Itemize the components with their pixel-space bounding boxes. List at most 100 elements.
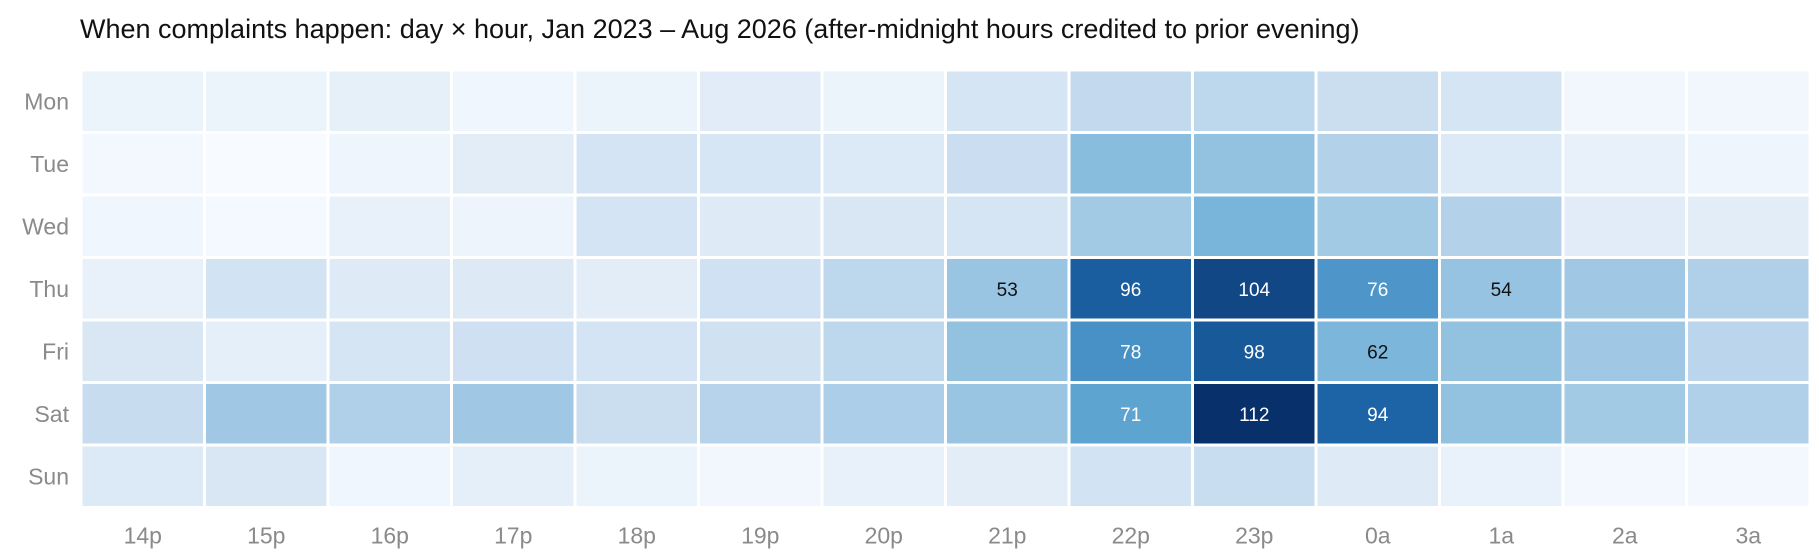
cell-value-label: 76 <box>1367 280 1388 301</box>
heatmap-cell <box>700 71 821 131</box>
heatmap-cell <box>947 196 1068 256</box>
x-tick-label: 19p <box>741 523 779 549</box>
heatmap-cell <box>823 384 944 444</box>
heatmap-cell <box>700 134 821 194</box>
heatmap-cell <box>576 259 697 319</box>
heatmap-cell <box>947 259 1068 319</box>
heatmap-cell <box>576 196 697 256</box>
heatmap-cell <box>576 134 697 194</box>
heatmap-cell <box>947 134 1068 194</box>
heatmap-cell <box>453 71 574 131</box>
heatmap-cell <box>1688 196 1809 256</box>
heatmap-cell <box>453 321 574 381</box>
heatmap-cell <box>1194 384 1315 444</box>
heatmap-cell <box>1688 446 1809 506</box>
cell-value-label: 98 <box>1244 342 1265 363</box>
x-tick-label: 2a <box>1612 523 1638 549</box>
heatmap-cell <box>1194 321 1315 381</box>
heatmap-cell <box>206 196 327 256</box>
heatmap-cell <box>82 134 203 194</box>
y-tick-label: Sat <box>34 401 69 427</box>
heatmap-cell <box>453 446 574 506</box>
heatmap-cell <box>206 134 327 194</box>
heatmap-cell <box>1194 259 1315 319</box>
heatmap-cell <box>329 134 450 194</box>
heatmap-cell <box>823 321 944 381</box>
cell-value-label: 112 <box>1239 405 1269 426</box>
heatmap-cell <box>453 259 574 319</box>
heatmap-cell <box>1317 71 1438 131</box>
heatmap-cell <box>1564 196 1685 256</box>
cell-value-label: 53 <box>997 280 1018 301</box>
heatmap-cell <box>1317 321 1438 381</box>
heatmap-cell <box>453 384 574 444</box>
heatmap-cell <box>82 384 203 444</box>
heatmap-cell <box>700 384 821 444</box>
y-tick-label: Thu <box>29 276 69 302</box>
heatmap-cell <box>453 134 574 194</box>
heatmap-cell <box>1317 134 1438 194</box>
y-tick-label: Sun <box>28 463 69 489</box>
cell-value-label: 71 <box>1120 405 1141 426</box>
heatmap-cell <box>1070 321 1191 381</box>
heatmap-cell <box>700 259 821 319</box>
heatmap-cell <box>1441 196 1562 256</box>
cell-value-label: 96 <box>1120 280 1141 301</box>
heatmap-cell <box>700 446 821 506</box>
heatmap-cell <box>576 384 697 444</box>
x-tick-label: 15p <box>247 523 285 549</box>
heatmap-cell <box>329 71 450 131</box>
heatmap-cell <box>206 259 327 319</box>
heatmap-cell <box>1317 446 1438 506</box>
heatmap-cell <box>82 259 203 319</box>
heatmap-cell <box>1688 259 1809 319</box>
heatmap-cell <box>453 196 574 256</box>
heatmap-cell <box>329 384 450 444</box>
y-tick-label: Fri <box>42 338 69 364</box>
x-tick-label: 1a <box>1488 523 1514 549</box>
heatmap-cell <box>576 321 697 381</box>
y-tick-label: Wed <box>22 213 69 239</box>
cell-value-label: 78 <box>1120 342 1141 363</box>
x-tick-label: 23p <box>1235 523 1273 549</box>
heatmap-cell <box>1441 71 1562 131</box>
heatmap-cell <box>1194 446 1315 506</box>
heatmap-cell <box>329 259 450 319</box>
heatmap-cell <box>1441 321 1562 381</box>
heatmap-cell <box>1688 321 1809 381</box>
heatmap-cell <box>823 446 944 506</box>
heatmap-cell <box>947 71 1068 131</box>
cell-value-label: 94 <box>1367 405 1389 426</box>
heatmap-cell <box>947 384 1068 444</box>
y-tick-label: Mon <box>24 88 69 114</box>
heatmap-cell <box>206 71 327 131</box>
x-tick-label: 0a <box>1365 523 1391 549</box>
heatmap-cell <box>329 446 450 506</box>
heatmap-cell <box>1070 446 1191 506</box>
heatmap-cell <box>1194 134 1315 194</box>
heatmap-cell <box>1317 196 1438 256</box>
heatmap-cell <box>1194 71 1315 131</box>
cell-value-label: 54 <box>1491 280 1513 301</box>
heatmap-cell <box>329 196 450 256</box>
heatmap-cell <box>823 196 944 256</box>
x-tick-label: 20p <box>865 523 903 549</box>
heatmap-cell <box>823 134 944 194</box>
heatmap-cell <box>823 71 944 131</box>
heatmap-cell <box>823 259 944 319</box>
heatmap-cell <box>1441 384 1562 444</box>
heatmap-cell <box>1194 196 1315 256</box>
heatmap-cell <box>1070 196 1191 256</box>
heatmap-cell <box>1317 384 1438 444</box>
heatmap-cell <box>1564 321 1685 381</box>
heatmap-cell <box>82 71 203 131</box>
heatmap-cell <box>1441 446 1562 506</box>
heatmap-cell <box>1688 134 1809 194</box>
heatmap-cell <box>82 196 203 256</box>
heatmap-cell <box>1070 71 1191 131</box>
heatmap-cell <box>700 196 821 256</box>
heatmap-cell <box>1441 259 1562 319</box>
heatmap-cell <box>1564 446 1685 506</box>
chart-title: When complaints happen: day × hour, Jan … <box>80 14 1360 44</box>
